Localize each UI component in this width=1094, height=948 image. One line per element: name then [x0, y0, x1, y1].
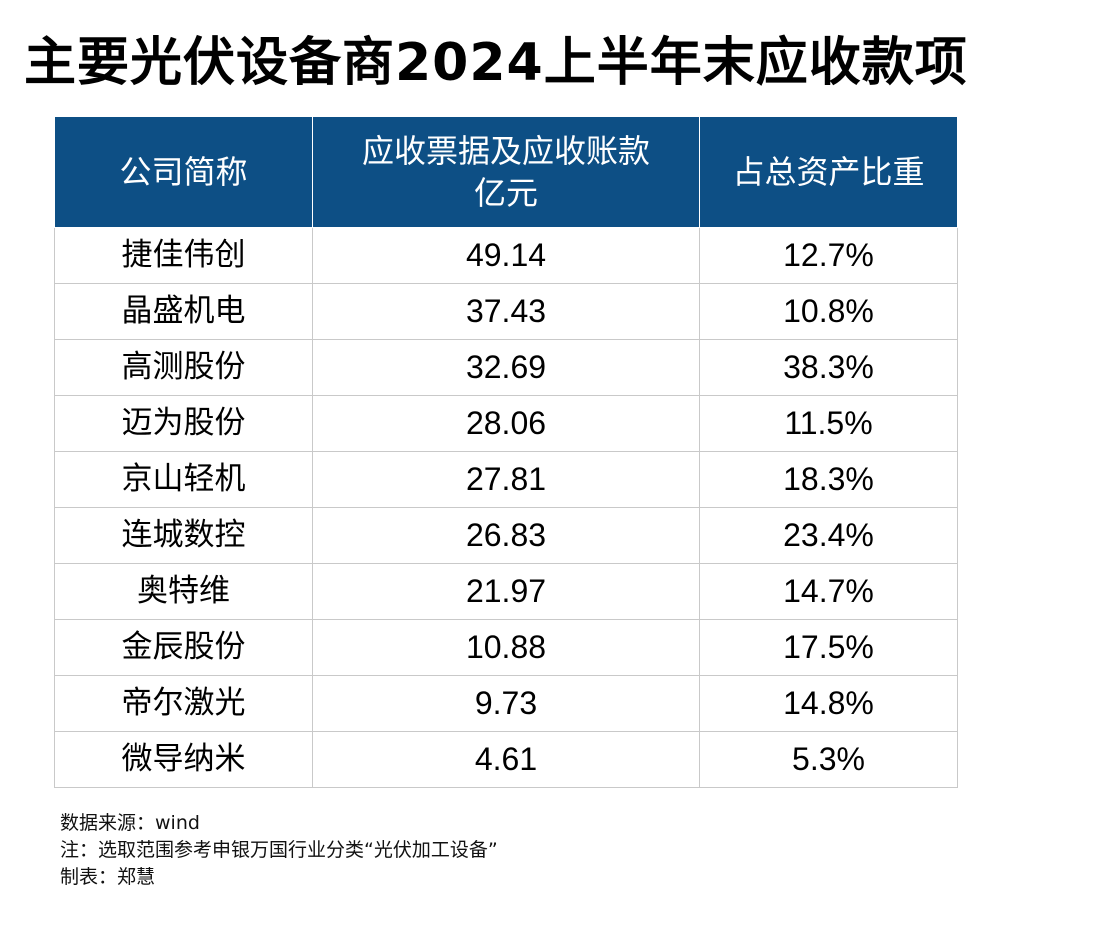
column-header-receivables: 应收票据及应收账款 亿元 — [312, 116, 700, 228]
footnotes: 数据来源：wind 注：选取范围参考申银万国行业分类“光伏加工设备” 制表：郑慧 — [60, 810, 498, 891]
column-header-receivables-label: 应收票据及应收账款 — [361, 132, 650, 170]
column-header-receivables-unit: 亿元 — [473, 174, 538, 212]
cell-ratio: 23.4% — [699, 507, 958, 564]
cell-ratio: 18.3% — [699, 451, 958, 508]
table-row: 微导纳米 4.61 5.3% — [54, 731, 958, 788]
table-row: 晶盛机电 37.43 10.8% — [54, 283, 958, 340]
cell-company: 捷佳伟创 — [54, 227, 313, 284]
cell-ratio: 14.7% — [699, 563, 958, 620]
cell-ratio: 11.5% — [699, 395, 958, 452]
table-row: 帝尔激光 9.73 14.8% — [54, 675, 958, 732]
cell-company: 京山轻机 — [54, 451, 313, 508]
cell-receivables: 9.73 — [312, 675, 700, 732]
cell-company: 高测股份 — [54, 339, 313, 396]
cell-receivables: 28.06 — [312, 395, 700, 452]
table-row: 金辰股份 10.88 17.5% — [54, 619, 958, 676]
cell-company: 奥特维 — [54, 563, 313, 620]
page-title: 主要光伏设备商2024上半年末应收款项 — [24, 33, 968, 93]
cell-company: 晶盛机电 — [54, 283, 313, 340]
cell-ratio: 12.7% — [699, 227, 958, 284]
scope-note: 注：选取范围参考申银万国行业分类“光伏加工设备” — [60, 839, 498, 861]
cell-company: 连城数控 — [54, 507, 313, 564]
table-header-row: 公司简称 应收票据及应收账款 亿元 占总资产比重 — [54, 116, 958, 228]
cell-company: 金辰股份 — [54, 619, 313, 676]
cell-ratio: 14.8% — [699, 675, 958, 732]
column-header-ratio-label: 占总资产比重 — [732, 153, 925, 191]
cell-ratio: 17.5% — [699, 619, 958, 676]
table-row: 京山轻机 27.81 18.3% — [54, 451, 958, 508]
cell-ratio: 10.8% — [699, 283, 958, 340]
table-body: 捷佳伟创 49.14 12.7% 晶盛机电 37.43 10.8% 高测股份 32.69 38.… — [54, 227, 958, 788]
table-row: 高测股份 32.69 38.3% — [54, 339, 958, 396]
table-row: 连城数控 26.83 23.4% — [54, 507, 958, 564]
table-row: 迈为股份 28.06 11.5% — [54, 395, 958, 452]
column-header-ratio: 占总资产比重 — [699, 116, 958, 228]
cell-receivables: 49.14 — [312, 227, 700, 284]
cell-company: 迈为股份 — [54, 395, 313, 452]
column-header-company-label: 公司简称 — [119, 153, 248, 191]
author-note: 制表：郑慧 — [60, 866, 156, 888]
cell-receivables: 4.61 — [312, 731, 700, 788]
cell-company: 微导纳米 — [54, 731, 313, 788]
cell-ratio: 38.3% — [699, 339, 958, 396]
receivables-table: 公司简称 应收票据及应收账款 亿元 占总资产比重 捷佳伟创 49.14 12.7% 晶… — [54, 116, 958, 788]
cell-receivables: 37.43 — [312, 283, 700, 340]
cell-receivables: 32.69 — [312, 339, 700, 396]
table-row: 捷佳伟创 49.14 12.7% — [54, 227, 958, 284]
cell-company: 帝尔激光 — [54, 675, 313, 732]
cell-receivables: 21.97 — [312, 563, 700, 620]
table-row: 奥特维 21.97 14.7% — [54, 563, 958, 620]
source-note: 数据来源：wind — [60, 812, 200, 834]
column-header-company: 公司简称 — [54, 116, 313, 228]
cell-receivables: 10.88 — [312, 619, 700, 676]
cell-receivables: 27.81 — [312, 451, 700, 508]
cell-ratio: 5.3% — [699, 731, 958, 788]
cell-receivables: 26.83 — [312, 507, 700, 564]
